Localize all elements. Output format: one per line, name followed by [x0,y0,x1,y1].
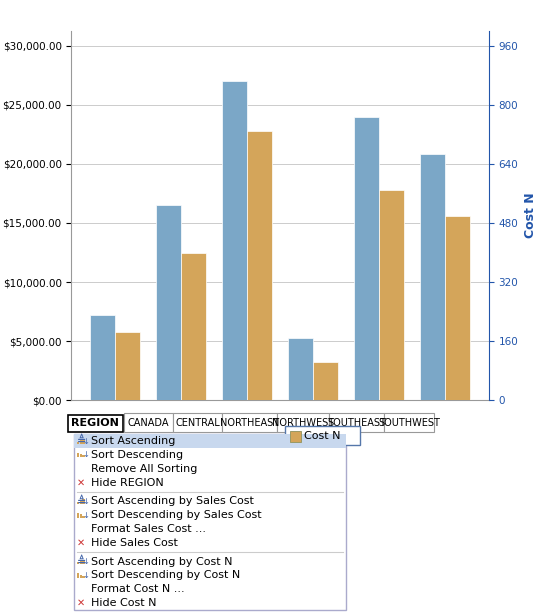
Bar [445,216,469,400]
Text: ↓: ↓ [82,437,89,446]
Bar [288,338,313,400]
Bar [354,116,379,400]
Text: Format Sales Cost ...: Format Sales Cost ... [91,524,205,534]
Bar [115,332,141,400]
Text: ↓: ↓ [82,511,89,520]
Text: ↓: ↓ [82,450,89,460]
Text: ↓: ↓ [82,497,89,506]
Bar [181,253,206,400]
Bar [419,155,445,400]
Text: Sort Ascending: Sort Ascending [91,436,175,446]
Bar [313,362,338,400]
Text: ✕: ✕ [77,477,85,488]
Text: SOUTHEAST: SOUTHEAST [327,418,386,428]
Text: Hide REGION: Hide REGION [91,477,164,488]
Text: ≜: ≜ [76,436,86,446]
Text: Hide Cost N: Hide Cost N [91,598,156,608]
Text: ≜: ≜ [76,556,86,567]
Bar [156,205,181,400]
Text: SOUTHWEST: SOUTHWEST [378,418,440,428]
Text: Format Cost N ...: Format Cost N ... [91,584,184,594]
Text: NORTHEAST: NORTHEAST [220,418,279,428]
Text: REGION: REGION [71,418,119,428]
Bar [222,81,247,400]
Text: CENTRAL: CENTRAL [175,418,220,428]
Text: Sort Descending by Cost N: Sort Descending by Cost N [91,570,240,580]
Text: ↓: ↓ [82,571,89,580]
Text: CANADA: CANADA [127,418,169,428]
Text: ≜: ≜ [76,496,86,506]
Text: Remove All Sorting: Remove All Sorting [91,464,197,474]
Text: ✕: ✕ [77,538,85,548]
Text: ✕: ✕ [77,598,85,608]
Bar [247,131,272,400]
Bar [379,190,404,400]
Bar [91,315,115,400]
Text: Sort Ascending by Sales Cost: Sort Ascending by Sales Cost [91,496,254,506]
Text: Sort Ascending by Cost N: Sort Ascending by Cost N [91,556,232,567]
Text: ↓: ↓ [82,557,89,566]
Text: Sort Descending by Sales Cost: Sort Descending by Sales Cost [91,510,261,520]
Text: Sort Descending: Sort Descending [91,450,183,460]
Y-axis label: Cost N: Cost N [524,193,536,238]
Text: Cost N: Cost N [304,431,340,440]
Text: Hide Sales Cost: Hide Sales Cost [91,538,177,548]
Text: NORTHWEST: NORTHWEST [272,418,334,428]
